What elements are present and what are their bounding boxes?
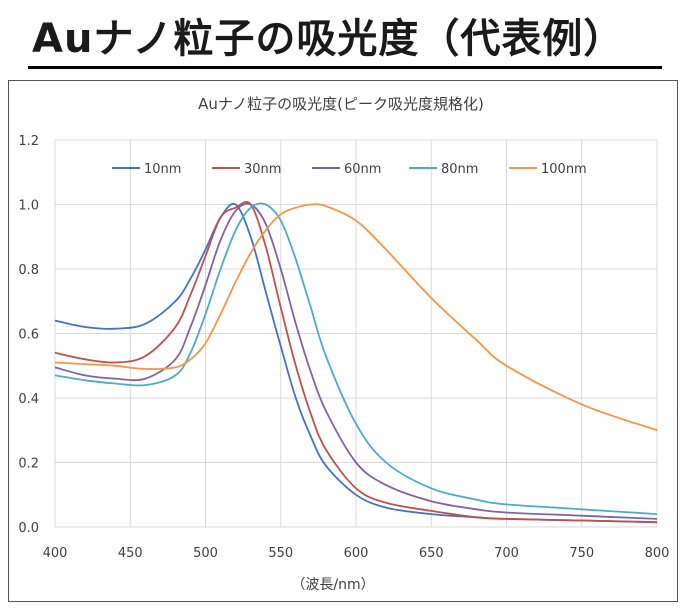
x-tick-label: 400 [43,546,68,561]
series-line-100nm [54,203,658,432]
y-tick-label: 0.2 [18,457,39,472]
y-tick-labels: 0.0 0.2 0.4 0.6 0.8 1.0 1.2 [18,134,39,536]
slide-title: Auナノ粒子の吸光度（代表例） [32,16,625,62]
y-tick-label: 0.4 [18,392,39,407]
legend-label: 10nm [144,162,181,177]
legend-label: 60nm [344,162,381,177]
series-line-30nm [54,201,658,524]
legend-label: 30nm [244,162,281,177]
x-axis-label: （波長/nm） [291,577,374,593]
x-tick-label: 550 [268,546,293,561]
gridlines [54,139,658,528]
x-tick-label: 600 [344,546,369,561]
chart-title: Auナノ粒子の吸光度(ピーク吸光度規格化) [198,95,484,113]
y-tick-label: 0.8 [18,263,39,278]
x-tick-label: 800 [645,546,670,561]
x-tick-label: 700 [494,546,519,561]
y-tick-label: 0.6 [18,328,39,343]
y-tick-label: 1.0 [18,199,39,214]
series-line-80nm [54,202,658,515]
series-lines [54,201,658,524]
x-tick-label: 500 [193,546,218,561]
title-underline [28,66,662,69]
x-tick-label: 750 [569,546,594,561]
x-tick-labels: 400 450 500 550 600 650 700 750 800 [43,546,670,561]
legend-label: 100nm [541,162,587,177]
y-tick-label: 1.2 [18,134,39,149]
series-line-60nm [54,202,658,520]
legend: 10nm 30nm 60nm 80nm 100nm [112,162,587,177]
x-tick-label: 650 [419,546,444,561]
y-tick-label: 0.0 [18,521,39,536]
legend-label: 80nm [441,162,478,177]
x-tick-label: 450 [118,546,143,561]
